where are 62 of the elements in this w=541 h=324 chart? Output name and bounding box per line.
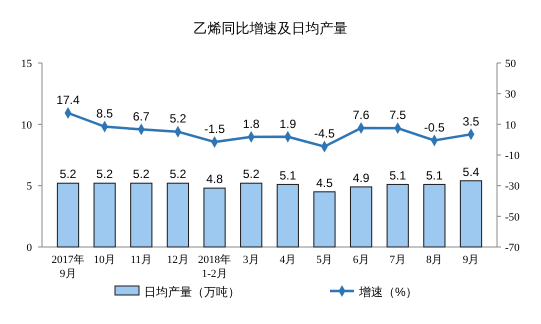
x-tick-label: 2017年 9月	[52, 254, 85, 280]
bar	[166, 182, 190, 248]
data-label: 8.5	[96, 106, 114, 121]
y2-tick-label: 30	[505, 88, 516, 101]
x-tick-label: 8月	[426, 254, 443, 266]
bar	[313, 191, 336, 248]
data-label: 5.1	[426, 168, 444, 182]
legend-label: 日均产量（万吨）	[144, 285, 240, 299]
x-tick-label: 11月	[130, 254, 152, 266]
data-label: 7.5	[389, 108, 406, 122]
bar	[386, 184, 409, 248]
data-label: -4.5	[314, 126, 336, 141]
bar	[203, 188, 226, 248]
chart-title: 乙烯同比增速及日均产量	[194, 20, 348, 36]
data-label: 7.6	[352, 108, 370, 122]
data-label: -0.5	[424, 120, 446, 134]
data-label: -1.5	[204, 122, 226, 136]
data-label: 5.1	[279, 168, 296, 182]
bar	[240, 182, 262, 248]
data-label: 5.2	[96, 167, 114, 182]
x-tick-label: 5月	[316, 254, 333, 266]
y2-tick-label: 10	[505, 119, 516, 132]
bar	[130, 182, 152, 248]
data-label: 5.2	[132, 167, 150, 182]
y-tick-label: 5	[26, 180, 32, 193]
bar	[423, 184, 446, 248]
y2-tick-label: -30	[505, 180, 520, 193]
data-label: 5.2	[170, 112, 187, 126]
data-label: 4.9	[352, 170, 370, 185]
x-tick-label: 7月	[389, 254, 406, 266]
data-label: 1.8	[242, 116, 260, 131]
y2-tick-label: -10	[505, 150, 520, 162]
bar	[276, 184, 299, 248]
data-label: 5.2	[242, 167, 260, 182]
x-tick-label: 2018年 1-2月	[198, 254, 232, 280]
x-tick-label: 10月	[94, 254, 116, 266]
y2-tick-label: -50	[505, 211, 520, 224]
data-label: 6.7	[132, 109, 150, 124]
bar	[94, 182, 116, 248]
y2-tick-label: 50	[505, 58, 516, 70]
data-label: 4.8	[206, 172, 224, 186]
y-tick-label: 0	[26, 242, 32, 254]
x-tick-label: 9月	[462, 254, 480, 266]
legend-label: 增速（%）	[358, 285, 418, 299]
bar	[56, 182, 80, 248]
y-tick-label: 10	[21, 119, 32, 132]
data-label: 1.9	[279, 116, 296, 131]
bar	[350, 186, 372, 248]
x-tick-label: 6月	[352, 254, 370, 266]
data-label: 3.5	[462, 114, 480, 128]
bar	[460, 180, 482, 248]
x-tick-label: 3月	[242, 254, 260, 266]
data-label: 4.5	[316, 176, 334, 190]
x-tick-label: 4月	[280, 254, 296, 266]
data-label: 17.4	[56, 92, 80, 107]
data-label: 5.4	[462, 164, 480, 179]
y2-tick-label: -70	[505, 242, 520, 254]
data-label: 5.1	[389, 168, 406, 182]
y-tick-label: 15	[21, 58, 32, 70]
data-label: 5.2	[170, 167, 187, 182]
data-label: 5.2	[60, 167, 77, 182]
x-tick-label: 12月	[166, 254, 189, 266]
